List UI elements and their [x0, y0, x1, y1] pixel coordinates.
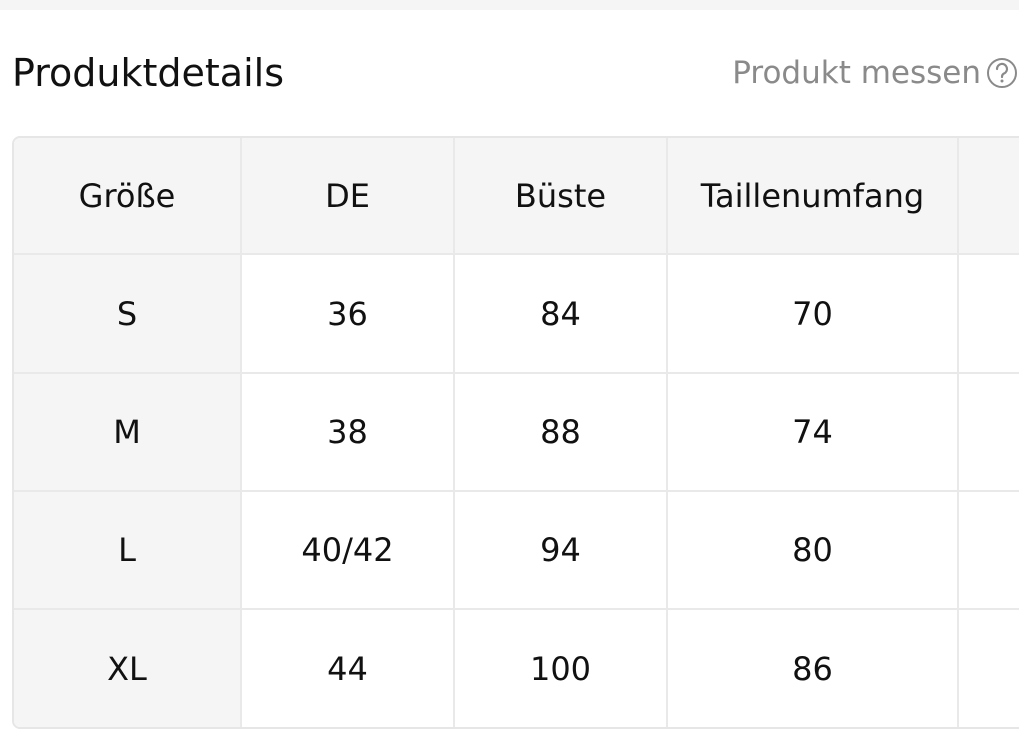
- table-cell-cut: [959, 138, 1019, 255]
- table-cell: 84: [455, 255, 668, 374]
- section-title: Produktdetails: [12, 51, 284, 95]
- header-cell: Taillenumfang: [668, 138, 959, 255]
- table-cell-cut: [959, 255, 1019, 374]
- measure-link[interactable]: Produkt messen: [732, 55, 981, 91]
- table-cell: S: [14, 255, 242, 374]
- table-cell: 70: [668, 255, 959, 374]
- table-cell: 100: [455, 610, 668, 727]
- table-cell-cut: [959, 610, 1019, 727]
- table-cell-cut: [959, 374, 1019, 492]
- table-cell: 86: [668, 610, 959, 727]
- table-cell: 94: [455, 492, 668, 610]
- table-cell: 40/42: [242, 492, 455, 610]
- table-cell-cut: [959, 492, 1019, 610]
- table-cell: 74: [668, 374, 959, 492]
- table-cell: L: [14, 492, 242, 610]
- help-icon[interactable]: [986, 57, 1018, 89]
- header-cell: Büste: [455, 138, 668, 255]
- table-cell: XL: [14, 610, 242, 727]
- header-cell: DE: [242, 138, 455, 255]
- table-cell: M: [14, 374, 242, 492]
- size-table: Größe DE Büste Taillenumfang S 36 84 70 M 38 88 74 L…: [12, 136, 1019, 729]
- table-cell: 88: [455, 374, 668, 492]
- table-cell: 80: [668, 492, 959, 610]
- table-cell: 36: [242, 255, 455, 374]
- top-band: [0, 0, 1019, 10]
- header-cell: Größe: [14, 138, 242, 255]
- table-cell: 38: [242, 374, 455, 492]
- table-cell: 44: [242, 610, 455, 727]
